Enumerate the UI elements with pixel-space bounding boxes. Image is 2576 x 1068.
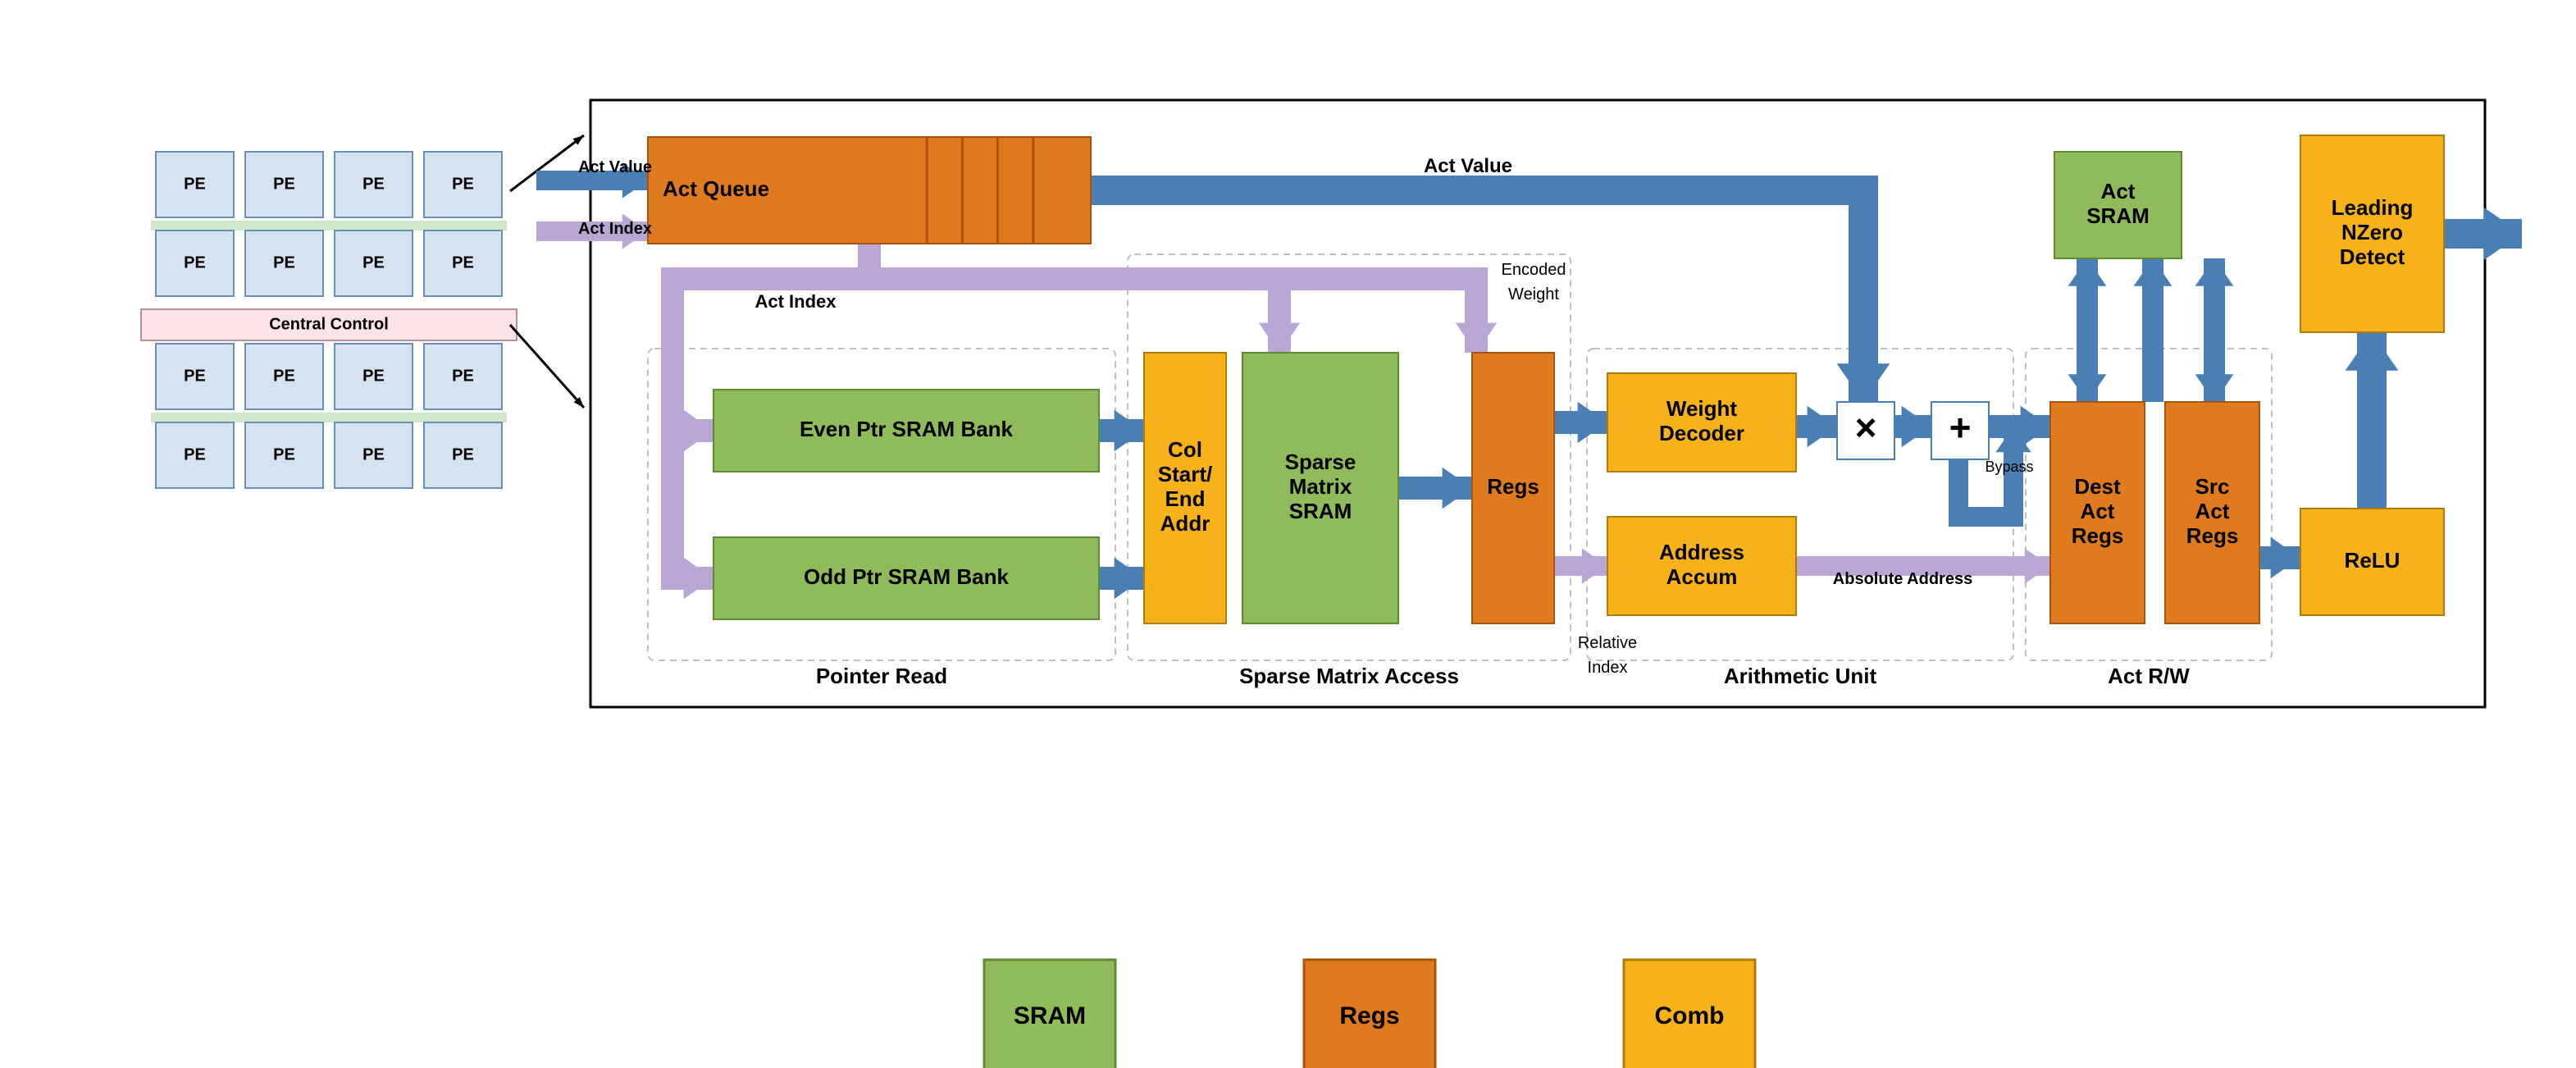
free-label: Weight [1508,285,1559,304]
col_addr: ColStart/EndAddr [1144,353,1226,623]
wdec: WeightDecoder [1607,373,1796,472]
lnz-label: LeadingNZeroDetect [2332,195,2414,269]
pe-label: PE [362,367,385,385]
add-label: + [1949,406,1972,449]
free-label: Act Value [578,158,652,176]
relu: ReLU [2300,509,2444,615]
central-control-label: Central Control [269,315,389,333]
regs1: Regs [1472,353,1554,623]
pe-label: PE [452,445,474,463]
pe-label: PE [362,175,385,193]
pe-net [151,221,507,230]
act_sram: ActSRAM [2054,152,2182,258]
legend-label: Regs [1339,1002,1399,1029]
g_sma-label: Sparse Matrix Access [1239,664,1459,688]
pe-label: PE [273,175,295,193]
pe-label: PE [452,175,474,193]
sm_sram-label: SparseMatrixSRAM [1285,450,1356,523]
act_queue: Act Queue [648,137,1091,244]
free-label: Index [1588,659,1628,677]
legend-label: SRAM [1014,1002,1086,1029]
pe-label: PE [273,367,295,385]
src_regs: SrcActRegs [2165,402,2259,623]
add: + [1931,402,1989,459]
pe-label: PE [362,445,385,463]
even_ptr: Even Ptr SRAM Bank [714,390,1099,472]
dest_regs: DestActRegs [2050,402,2145,623]
free-label: Bypass [1985,459,2033,475]
free-label: Act Index [578,220,652,238]
pe-label: PE [362,253,385,272]
regs1-label: Regs [1487,474,1539,499]
relu-label: ReLU [2345,548,2400,573]
pe-label: PE [184,367,206,385]
wdec-label: WeightDecoder [1659,396,1744,445]
pe-label: PE [452,367,474,385]
pe-label: PE [273,445,295,463]
even_ptr-label: Even Ptr SRAM Bank [800,417,1014,441]
g_arw-label: Act R/W [2108,664,2190,688]
free-label: Relative [1578,634,1637,652]
pe-label: PE [184,445,206,463]
pe-label: PE [184,253,206,272]
g_ptr-label: Pointer Read [816,664,947,688]
sm_sram: SparseMatrixSRAM [1242,353,1398,623]
lnz: LeadingNZeroDetect [2300,135,2444,332]
odd_ptr-label: Odd Ptr SRAM Bank [804,564,1009,589]
free-label: Encoded [1502,261,1566,279]
act_queue-label: Act Queue [663,176,769,201]
free-label: Act Value [1424,155,1512,177]
free-label: Act Index [755,291,837,312]
pe-label: PE [273,253,295,272]
pe-label: PE [452,253,474,272]
mul: × [1837,402,1894,459]
pe-label: PE [184,175,206,193]
legend-label: Comb [1655,1002,1725,1029]
mul-label: × [1855,406,1877,449]
free-label: Absolute Address [1833,570,1972,588]
odd_ptr: Odd Ptr SRAM Bank [714,537,1099,619]
aacc-label: AddressAccum [1659,540,1744,589]
g_au-label: Arithmetic Unit [1724,664,1877,688]
aacc: AddressAccum [1607,517,1796,615]
